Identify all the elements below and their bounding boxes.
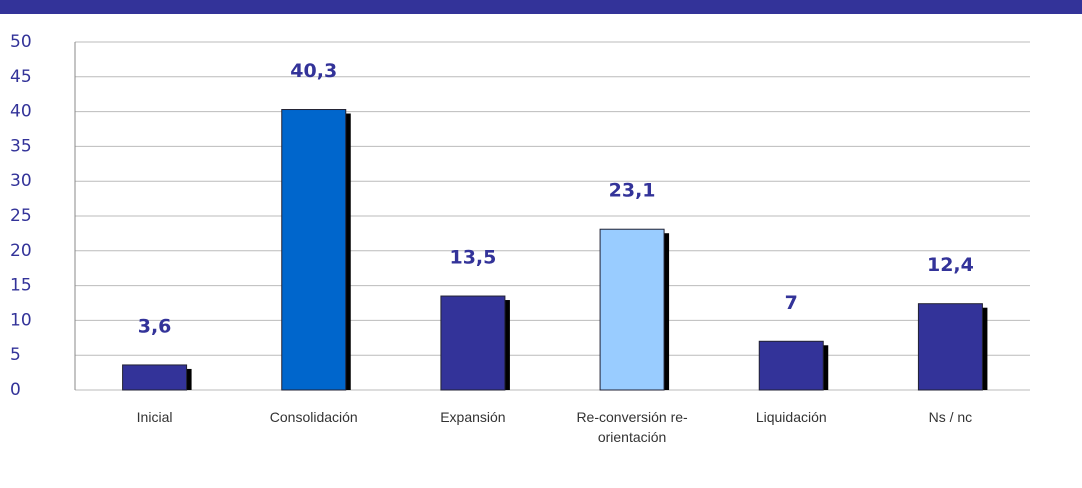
bar — [758, 340, 824, 391]
bar — [440, 295, 506, 391]
y-tick-label: 25 — [10, 206, 32, 226]
x-tick-label: Re-conversión re-orientación — [576, 409, 688, 445]
x-tick-label: Consolidación — [269, 409, 358, 425]
x-tick-label: Inicial — [136, 409, 173, 425]
y-tick-label: 15 — [10, 276, 32, 296]
y-tick-label: 20 — [10, 241, 32, 261]
data-label: 3,6 — [138, 315, 172, 337]
bar — [599, 228, 665, 391]
bar — [122, 364, 188, 391]
y-tick-label: 40 — [10, 102, 32, 122]
data-label: 23,1 — [609, 180, 656, 202]
y-tick-label: 5 — [10, 345, 21, 365]
data-label: 7 — [785, 292, 798, 314]
x-tick-label: Expansión — [440, 409, 506, 425]
x-tick-label: Ns / nc — [928, 409, 973, 425]
y-tick-label: 45 — [10, 67, 32, 87]
y-tick-label: 0 — [10, 380, 21, 400]
data-label: 40,3 — [290, 60, 337, 82]
y-tick-label: 30 — [10, 171, 32, 191]
y-tick-label: 50 — [10, 32, 32, 52]
header-bar — [0, 0, 1082, 14]
data-label: 13,5 — [449, 247, 496, 269]
bar — [281, 109, 347, 391]
bar — [917, 303, 983, 391]
data-label: 12,4 — [927, 254, 974, 276]
y-tick-label: 10 — [10, 310, 32, 330]
x-tick-label: Liquidación — [755, 409, 827, 425]
y-tick-label: 35 — [10, 136, 32, 156]
